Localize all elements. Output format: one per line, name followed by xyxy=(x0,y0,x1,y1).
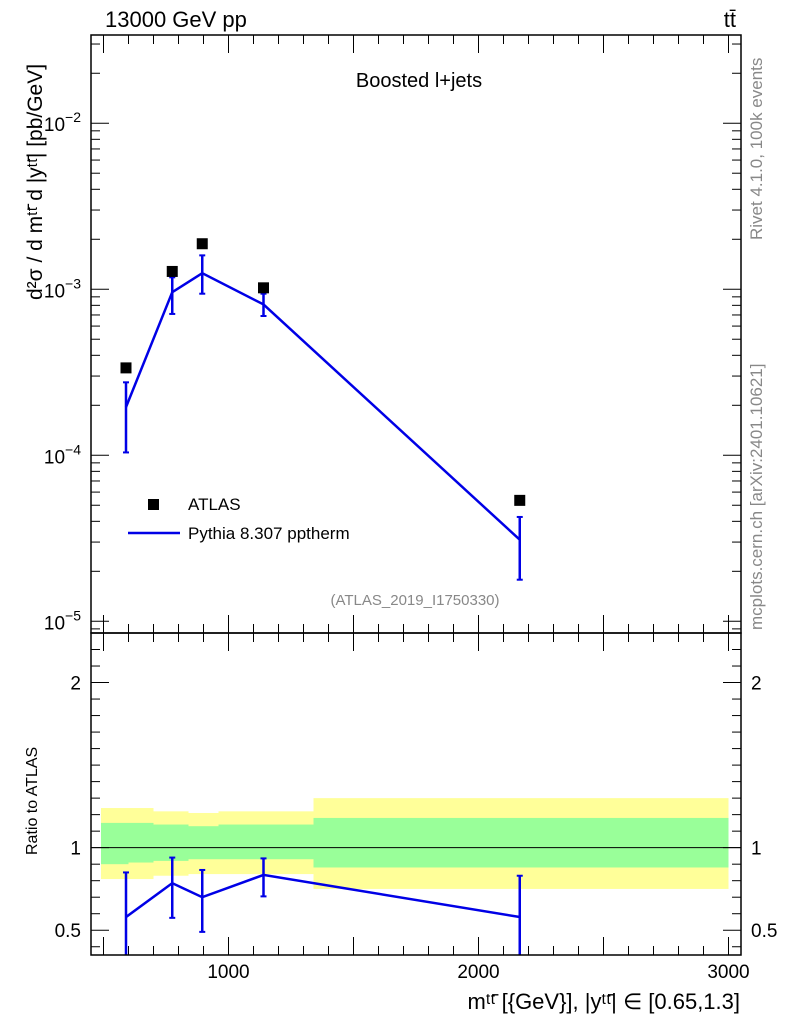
ratio-y-tick-label-right: 1 xyxy=(751,839,762,860)
mc-series-line xyxy=(124,271,521,541)
process-label: tt̄ xyxy=(724,7,736,32)
main-y-tick-label: 10−5 xyxy=(44,607,81,634)
ratio-series-line xyxy=(125,873,520,919)
legend-atlas-label: ATLAS xyxy=(188,495,241,514)
ratio-tick-labels: 0.5 0.5 1 1 2 2 1000 2000 3000 xyxy=(55,674,778,983)
energy-label: 13000 GeV pp xyxy=(105,7,247,32)
data-markers xyxy=(120,238,526,506)
inner-uncertainty-band xyxy=(188,826,219,860)
ratio-y-tick-label-right: 0.5 xyxy=(751,921,777,942)
main-y-tick-labels: 10−5 10−4 10−3 10−2 xyxy=(44,109,81,634)
ratio-y-tick-label-right: 2 xyxy=(751,674,762,695)
ratio-y-tick-label-left: 1 xyxy=(70,839,81,860)
legend-mc-label: Pythia 8.307 pptherm xyxy=(188,524,350,543)
main-y-axis-label: d²σ / d mᵗᵗ̄ d |yᵗᵗ̄| [pb/GeV] xyxy=(24,64,47,300)
main-panel: 10−5 10−4 10−3 10−2 Boosted l+jets (ATLAS_2… xyxy=(24,34,742,634)
inner-uncertainty-band xyxy=(313,817,729,868)
ratio-frame xyxy=(90,632,742,956)
main-axis-ticks xyxy=(91,35,741,633)
main-frame xyxy=(90,34,742,634)
ratio-y-tick-label-left: 0.5 xyxy=(55,921,81,942)
rivet-version-label: Rivet 4.1.0, 100k events xyxy=(747,58,766,240)
main-y-tick-label: 10−2 xyxy=(44,109,81,136)
ratio-y-tick-label-left: 2 xyxy=(70,674,81,695)
main-y-tick-label: 10−3 xyxy=(44,275,81,302)
ratio-y-axis-label: Ratio to ATLAS xyxy=(24,747,41,855)
inner-uncertainty-band xyxy=(128,822,154,863)
source-label: mcplots.cern.ch [arXiv:2401.10621] xyxy=(747,364,766,630)
atlas-data-point xyxy=(258,282,269,294)
atlas-data-point xyxy=(514,494,526,506)
x-tick-label: 1000 xyxy=(207,962,249,983)
ratio-axis-ticks xyxy=(91,633,741,955)
inner-uncertainty-band xyxy=(101,822,129,865)
inner-uncertainty-band xyxy=(153,824,189,861)
plot-title: Boosted l+jets xyxy=(356,70,482,92)
analysis-annotation: (ATLAS_2019_I1750330) xyxy=(330,592,499,609)
x-tick-label: 3000 xyxy=(707,962,749,983)
ratio-panel: 0.5 0.5 1 1 2 2 1000 2000 3000 Ratio to ATLAS mᵗ… xyxy=(24,632,778,1014)
ratio-error-bars xyxy=(123,856,523,955)
atlas-data-point xyxy=(166,265,178,277)
inner-uncertainty-band xyxy=(218,824,314,860)
x-axis-label: mᵗᵗ̄ [{GeV}], |yᵗᵗ̄| ∈ [0.65,1.3] xyxy=(468,989,741,1014)
atlas-data-point xyxy=(120,362,132,374)
uncertainty-bands xyxy=(101,798,729,889)
legend-atlas-marker xyxy=(148,499,159,510)
main-y-tick-label: 10−4 xyxy=(44,441,81,468)
atlas-data-point xyxy=(196,238,208,250)
legend: ATLAS Pythia 8.307 pptherm xyxy=(128,495,350,543)
x-tick-label: 2000 xyxy=(457,962,499,983)
